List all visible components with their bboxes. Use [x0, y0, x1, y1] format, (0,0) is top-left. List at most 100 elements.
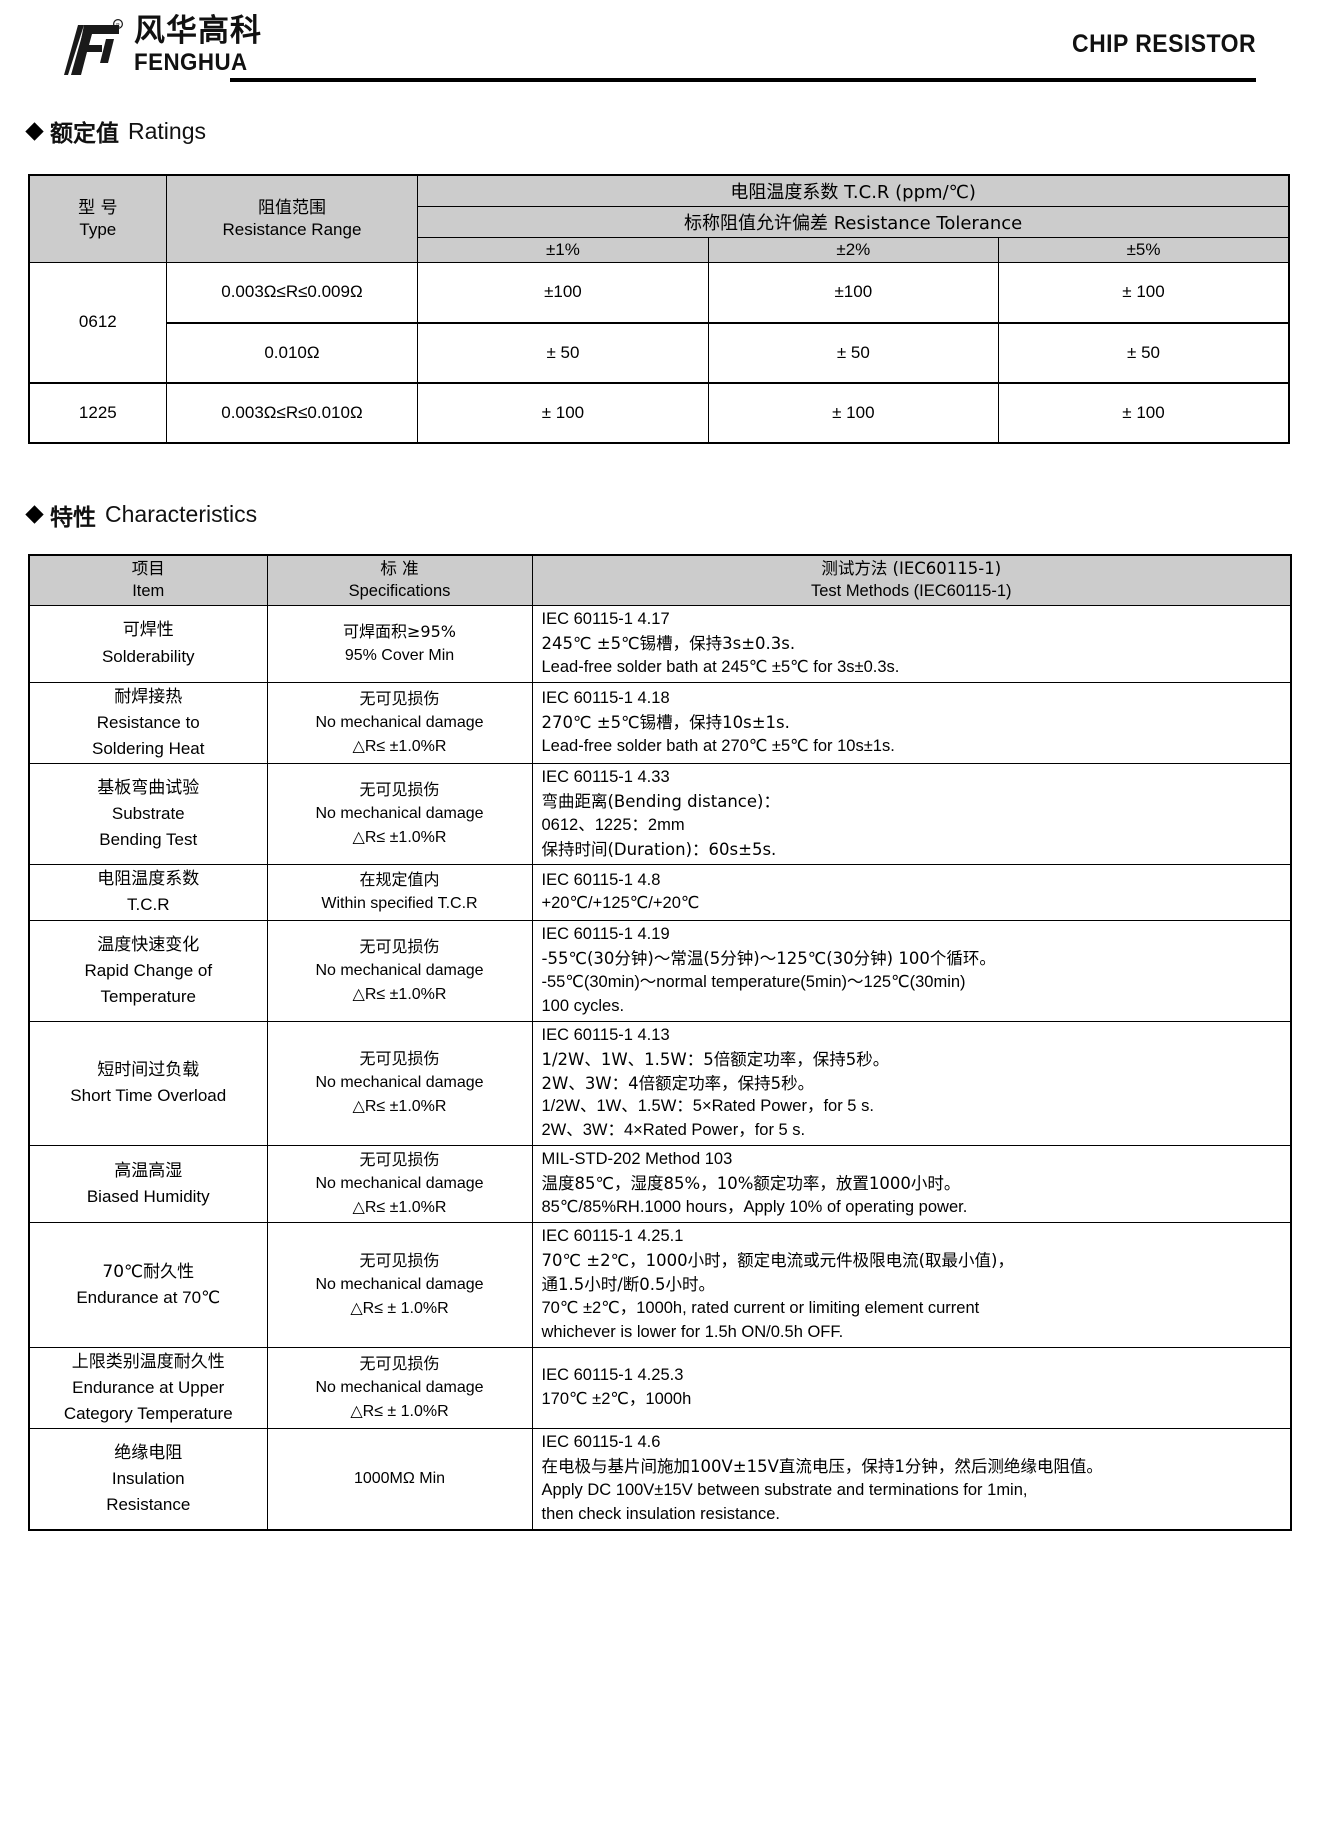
chars-cell-method: IEC 60115-1 4.13 1/2W、1W、1.5W：5倍额定功率，保持5秒…: [531, 1020, 1292, 1147]
chars-cell-spec: 无可见损伤 No mechanical damage △R≤ ±1.0%R: [266, 763, 533, 865]
chars-method-line: Lead-free solder bath at 245℃ ±5℃ for 3s…: [541, 657, 900, 676]
chars-col-item-cn: 项目: [131, 558, 165, 578]
chars-spec-line: 在规定值内: [359, 870, 440, 890]
chars-cell-spec: 可焊面积≥95% 95% Cover Min: [266, 605, 533, 683]
chars-item-cn: 高温高湿: [114, 1160, 183, 1181]
chars-method-line: then check insulation resistance.: [541, 1505, 780, 1524]
brand-name-cn: 风华高科: [134, 13, 262, 49]
chars-spec-line: 无可见损伤: [359, 780, 440, 800]
ratings-col-type-en: Type: [79, 220, 117, 239]
ratings-cell-range: 0.003Ω≤R≤0.009Ω: [165, 262, 419, 323]
ratings-cell-type: 1225: [28, 381, 167, 443]
chars-item-cn: 可焊性: [122, 620, 174, 641]
chars-spec-line: Within specified T.C.R: [321, 895, 478, 913]
chars-item-en: T.C.R: [127, 895, 170, 915]
chars-item-en: Substrate: [111, 804, 185, 824]
chars-cell-method: IEC 60115-1 4.33 弯曲距离(Bending distance)： 0…: [531, 763, 1292, 865]
chars-method-line: 245℃ ±5℃锡槽，保持3s±0.3s.: [541, 633, 796, 653]
ratings-col-type-cn: 型 号: [78, 197, 118, 218]
chars-col-method: 测试方法 (IEC60115-1) Test Methods (IEC60115…: [531, 553, 1292, 607]
chars-method-line: Apply DC 100V±15V between substrate and …: [541, 1481, 1028, 1500]
chars-cell-spec: 1000MΩ Min: [266, 1428, 533, 1531]
chars-method-line: whichever is lower for 1.5h ON/0.5h OFF.: [541, 1322, 844, 1341]
chars-spec-line: No mechanical damage: [315, 1379, 484, 1397]
chars-cell-item: 耐焊接热 Resistance to Soldering Heat: [28, 681, 268, 765]
chars-item-cn: 基板弯曲试验: [97, 777, 200, 798]
chars-item-cn: 温度快速变化: [97, 934, 200, 955]
chars-method-line: 85℃/85%RH.1000 hours，Apply 10% of operat…: [541, 1198, 968, 1217]
chars-method-line: IEC 60115-1 4.6: [541, 1433, 661, 1452]
ratings-col-range-cn: 阻值范围: [257, 197, 326, 218]
chars-spec-line: △R≤ ±1.0%R: [352, 829, 447, 847]
chars-method-line: 170℃ ±2℃，1000h: [541, 1390, 692, 1409]
chars-item-en: Resistance to: [96, 713, 200, 733]
chars-cell-method: IEC 60115-1 4.17 245℃ ±5℃锡槽，保持3s±0.3s. Lea…: [531, 605, 1292, 683]
chars-cell-spec: 在规定值内 Within specified T.C.R: [266, 863, 533, 921]
chars-cell-item: 电阻温度系数 T.C.R: [28, 863, 268, 921]
chars-method-line: IEC 60115-1 4.17: [541, 610, 670, 629]
chars-col-spec: 标 准 Specifications: [266, 553, 533, 607]
section-title-ratings: 额定值 Ratings: [0, 92, 1318, 148]
chars-cell-item: 70℃耐久性 Endurance at 70℃: [28, 1222, 268, 1348]
chars-method-line: 2W、3W：4×Rated Power，for 5 s.: [541, 1121, 806, 1140]
chars-cell-spec: 无可见损伤 No mechanical damage △R≤ ±1.0%R: [266, 681, 533, 765]
table-row: 绝缘电阻 Insulation Resistance 1000MΩ Min IEC 60…: [28, 1428, 1292, 1531]
ratings-cell-tol2: ± 100: [707, 381, 1000, 443]
chars-spec-line: △R≤ ±1.0%R: [352, 1199, 447, 1217]
chars-item-cn: 绝缘电阻: [114, 1442, 183, 1463]
page-header: R 风华高科 FENGHUA CHIP RESISTOR: [0, 0, 1318, 92]
chars-item-en: Resistance: [106, 1494, 191, 1514]
ratings-col-tolerance-group: 标称阻值允许偏差 Resistance Tolerance: [417, 206, 1290, 238]
header-divider: [230, 78, 1256, 82]
ratings-cell-range: 0.010Ω: [165, 321, 419, 383]
chars-spec-line: No mechanical damage: [315, 961, 484, 979]
ratings-col-tol-5: ±5%: [998, 237, 1290, 263]
chars-item-en: Category Temperature: [63, 1403, 233, 1423]
table-row: 温度快速变化 Rapid Change of Temperature 无可见损伤 No …: [28, 919, 1292, 1022]
ratings-cell-type: 0612: [28, 262, 167, 383]
chars-cell-item: 温度快速变化 Rapid Change of Temperature: [28, 919, 268, 1022]
chars-method-line: 0612、1225：2mm: [541, 816, 685, 835]
chars-item-en: Biased Humidity: [86, 1187, 210, 1207]
chars-method-line: 温度85℃，湿度85%，10%额定功率，放置1000小时。: [541, 1174, 961, 1194]
chars-spec-line: △R≤ ±1.0%R: [352, 738, 447, 756]
chars-method-line: 70℃ ±2℃，1000h, rated current or limiting…: [541, 1299, 980, 1318]
chars-spec-line: 无可见损伤: [359, 1251, 440, 1271]
characteristics-header-row: 项目 Item 标 准 Specifications 测试方法 (IEC6011…: [28, 553, 1292, 607]
chars-cell-method: IEC 60115-1 4.25.1 70℃ ±2℃，1000小时，额定电流或元件…: [531, 1222, 1292, 1348]
chars-spec-line: 无可见损伤: [359, 1049, 440, 1069]
ratings-cell-tol1: ±100: [417, 262, 709, 323]
chars-spec-line: △R≤ ±1.0%R: [352, 985, 447, 1003]
chars-spec-line: 无可见损伤: [359, 936, 440, 956]
chars-item-en: Solderability: [101, 646, 195, 666]
ratings-col-tol-2: ±2%: [707, 237, 1000, 263]
ratings-header-row-3: ±1% ±2% ±5%: [29, 237, 1290, 263]
ratings-cell-tol5: ± 50: [998, 321, 1290, 383]
chars-method-line: -55℃(30min)～normal temperature(5min)～125…: [541, 972, 966, 991]
ratings-col-type: 型 号 Type: [28, 174, 167, 263]
fenghua-logo-icon: R: [62, 19, 124, 77]
chars-method-line: 2W、3W：4倍额定功率，保持5秒。: [541, 1073, 815, 1093]
chars-cell-spec: 无可见损伤 No mechanical damage △R≤ ± 1.0%R: [266, 1222, 533, 1348]
ratings-cell-range: 0.003Ω≤R≤0.010Ω: [165, 381, 419, 443]
chars-method-line: IEC 60115-1 4.13: [541, 1025, 670, 1044]
chars-cell-spec: 无可见损伤 No mechanical damage △R≤ ± 1.0%R: [266, 1346, 533, 1430]
chars-cell-spec: 无可见损伤 No mechanical damage △R≤ ±1.0%R: [266, 1145, 533, 1224]
chars-spec-line: No mechanical damage: [315, 714, 484, 732]
chars-method-line: Lead-free solder bath at 270℃ ±5℃ for 10…: [541, 737, 895, 755]
characteristics-table: 项目 Item 标 准 Specifications 测试方法 (IEC6011…: [28, 553, 1292, 1532]
chars-col-item-en: Item: [132, 582, 165, 601]
chars-method-line: IEC 60115-1 4.19: [541, 924, 670, 943]
chars-cell-item: 高温高湿 Biased Humidity: [28, 1145, 268, 1224]
table-row: 电阻温度系数 T.C.R 在规定值内 Within specified T.C.R IE…: [28, 863, 1292, 921]
brand-name-en: FENGHUA: [134, 49, 248, 76]
chars-method-line: IEC 60115-1 4.33: [541, 768, 670, 787]
chars-method-line: IEC 60115-1 4.18: [541, 689, 670, 708]
chars-item-cn: 70℃耐久性: [102, 1261, 195, 1282]
chars-method-line: 100 cycles.: [541, 996, 625, 1015]
chars-spec-line: 无可见损伤: [359, 689, 440, 709]
chars-item-cn: 上限类别温度耐久性: [71, 1351, 225, 1372]
chars-cell-item: 绝缘电阻 Insulation Resistance: [28, 1428, 268, 1531]
chars-spec-line: No mechanical damage: [315, 1074, 484, 1092]
brand-names: 风华高科 FENGHUA: [134, 16, 262, 77]
